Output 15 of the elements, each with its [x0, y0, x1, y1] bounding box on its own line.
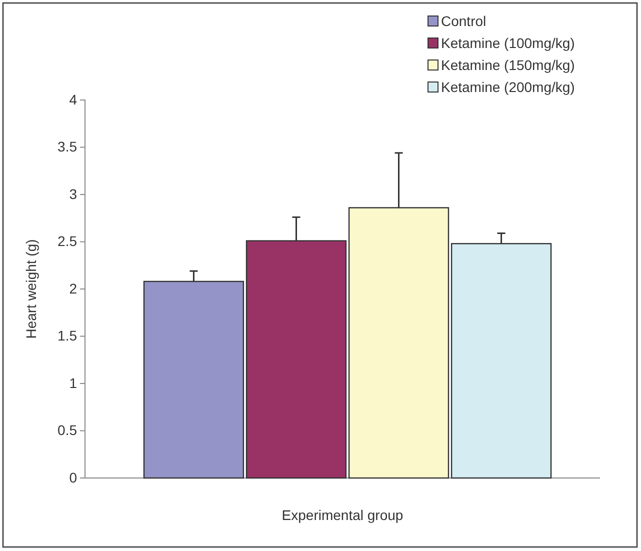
- y-tick-label: 4: [69, 91, 78, 108]
- legend-label: Ketamine (200mg/kg): [441, 79, 575, 95]
- y-tick-label: 1: [69, 374, 78, 391]
- legend-label: Ketamine (100mg/kg): [441, 35, 575, 51]
- y-tick-label: 0: [69, 469, 78, 486]
- y-tick-label: 2: [69, 280, 78, 296]
- y-tick-label: 0.5: [58, 422, 78, 438]
- y-tick-label: 1.5: [58, 328, 78, 344]
- y-axis-title: Heart weight (g): [23, 239, 39, 339]
- legend-label: Ketamine (150mg/kg): [441, 57, 575, 73]
- y-tick-label: 3.5: [58, 138, 78, 155]
- legend-label: Control: [441, 13, 486, 29]
- y-tick-label: 3: [69, 186, 78, 202]
- x-axis-title: Experimental group: [282, 507, 404, 523]
- y-tick-label: 2.5: [58, 233, 78, 250]
